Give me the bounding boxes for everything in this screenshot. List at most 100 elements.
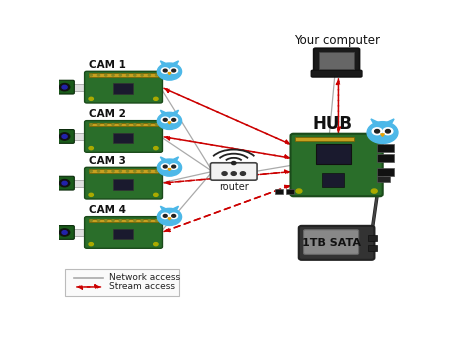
Circle shape (97, 74, 100, 76)
FancyBboxPatch shape (112, 132, 133, 143)
Circle shape (134, 171, 136, 172)
Circle shape (62, 85, 67, 89)
Circle shape (105, 124, 107, 125)
Circle shape (240, 172, 246, 175)
Polygon shape (160, 157, 168, 161)
Circle shape (161, 68, 169, 73)
Circle shape (59, 180, 70, 187)
Circle shape (141, 171, 143, 172)
Circle shape (163, 119, 167, 121)
Circle shape (127, 220, 128, 221)
Circle shape (161, 164, 169, 169)
Circle shape (172, 69, 176, 72)
FancyBboxPatch shape (314, 48, 360, 73)
FancyBboxPatch shape (311, 70, 362, 77)
FancyBboxPatch shape (377, 168, 394, 176)
FancyBboxPatch shape (112, 83, 133, 94)
Circle shape (134, 124, 136, 125)
Circle shape (154, 147, 158, 150)
FancyBboxPatch shape (210, 163, 257, 180)
Circle shape (119, 171, 121, 172)
Circle shape (90, 74, 92, 76)
Circle shape (119, 74, 121, 76)
Circle shape (59, 133, 70, 140)
Circle shape (163, 69, 167, 72)
Circle shape (170, 68, 178, 73)
Polygon shape (160, 206, 168, 211)
Circle shape (231, 172, 237, 175)
Circle shape (148, 220, 150, 221)
Circle shape (172, 165, 176, 168)
Circle shape (127, 124, 128, 125)
Circle shape (105, 220, 107, 221)
Circle shape (371, 189, 377, 193)
Circle shape (90, 171, 92, 172)
FancyBboxPatch shape (291, 134, 383, 196)
FancyBboxPatch shape (73, 84, 87, 91)
Circle shape (222, 172, 227, 175)
Circle shape (161, 117, 169, 123)
Circle shape (97, 220, 100, 221)
FancyBboxPatch shape (299, 226, 374, 260)
Polygon shape (168, 72, 171, 74)
Circle shape (119, 124, 121, 125)
Circle shape (59, 84, 70, 91)
FancyBboxPatch shape (377, 144, 394, 152)
Polygon shape (385, 119, 394, 124)
FancyBboxPatch shape (55, 129, 74, 143)
FancyBboxPatch shape (368, 245, 377, 251)
Text: Your computer: Your computer (293, 34, 380, 48)
Text: HUB: HUB (313, 115, 353, 132)
FancyBboxPatch shape (84, 71, 163, 103)
Circle shape (90, 124, 92, 125)
Circle shape (170, 213, 178, 219)
Circle shape (172, 119, 176, 121)
Circle shape (105, 74, 107, 76)
FancyBboxPatch shape (377, 154, 394, 162)
Text: Stream access: Stream access (109, 282, 175, 292)
Circle shape (161, 213, 169, 219)
Circle shape (155, 171, 158, 172)
Circle shape (367, 122, 398, 144)
Circle shape (62, 135, 67, 138)
FancyBboxPatch shape (295, 136, 354, 141)
FancyBboxPatch shape (55, 176, 74, 190)
FancyBboxPatch shape (73, 133, 87, 140)
Circle shape (89, 193, 93, 196)
Circle shape (62, 231, 67, 234)
Circle shape (134, 74, 136, 76)
Circle shape (374, 129, 380, 133)
Circle shape (89, 97, 93, 100)
Circle shape (112, 124, 114, 125)
Circle shape (385, 129, 391, 133)
Polygon shape (171, 110, 179, 115)
Circle shape (155, 74, 158, 76)
Polygon shape (160, 110, 168, 115)
Polygon shape (160, 61, 168, 65)
Circle shape (155, 124, 158, 125)
FancyBboxPatch shape (55, 225, 74, 239)
Circle shape (296, 189, 302, 193)
FancyBboxPatch shape (322, 173, 344, 187)
Polygon shape (168, 168, 171, 171)
Text: CAM 3: CAM 3 (89, 156, 126, 166)
Polygon shape (171, 157, 179, 161)
FancyBboxPatch shape (89, 170, 158, 173)
FancyBboxPatch shape (73, 180, 87, 187)
Circle shape (59, 229, 70, 236)
Circle shape (148, 124, 150, 125)
Circle shape (157, 63, 182, 80)
Text: CAM 2: CAM 2 (89, 109, 126, 119)
FancyBboxPatch shape (89, 219, 158, 222)
Circle shape (148, 171, 150, 172)
Circle shape (62, 181, 67, 185)
Circle shape (383, 128, 393, 135)
Polygon shape (381, 134, 384, 136)
FancyBboxPatch shape (377, 176, 390, 182)
Text: CAM 1: CAM 1 (89, 60, 126, 70)
FancyBboxPatch shape (286, 189, 294, 193)
FancyBboxPatch shape (112, 179, 133, 190)
FancyBboxPatch shape (275, 189, 283, 193)
Circle shape (154, 243, 158, 246)
Text: CAM 4: CAM 4 (89, 205, 126, 215)
